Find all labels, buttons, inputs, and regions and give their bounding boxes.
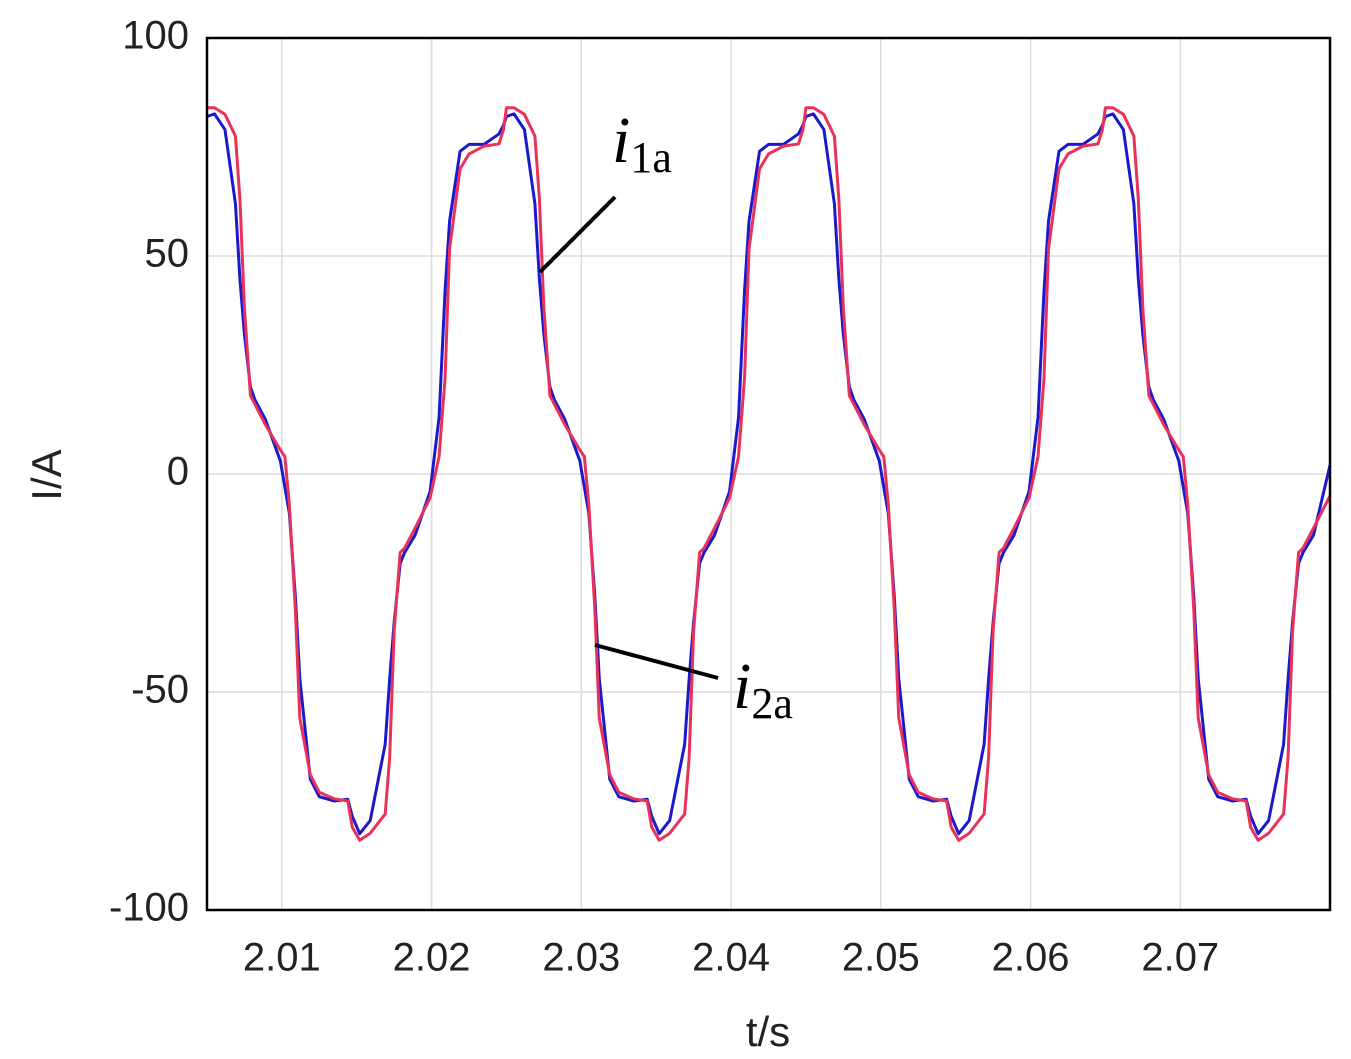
annotation-symbol: i — [733, 650, 751, 723]
leader-line — [538, 195, 617, 274]
x-tick-label: 2.07 — [1141, 936, 1219, 980]
x-tick-label: 2.04 — [692, 936, 770, 980]
y-tick-label: -100 — [109, 886, 189, 930]
annotation-symbol: i — [612, 104, 630, 177]
annotation-subscript: 2a — [751, 679, 793, 728]
x-tick-label: 2.02 — [393, 936, 471, 980]
x-tick-label: 2.03 — [542, 936, 620, 980]
y-tick-label: 100 — [122, 14, 189, 58]
plot-frame — [205, 36, 1332, 912]
leader-line — [594, 643, 719, 680]
series-line — [207, 106, 1332, 842]
x-tick-label: 2.01 — [243, 936, 321, 980]
annotation: i1a — [612, 104, 672, 182]
x-axis-label: t/s — [746, 1008, 790, 1055]
y-tick-label: 50 — [145, 232, 190, 276]
grid — [207, 37, 1330, 911]
annotation-subscript: 1a — [630, 133, 672, 182]
annotation: i2a — [733, 650, 793, 728]
y-tick-label: 0 — [167, 450, 189, 494]
lines — [206, 106, 1332, 842]
y-axis-label: I/A — [23, 449, 70, 500]
x-tick-label: 2.06 — [992, 936, 1070, 980]
y-tick-label: -50 — [131, 668, 189, 712]
series-line — [206, 112, 1332, 836]
x-tick-label: 2.05 — [842, 936, 920, 980]
